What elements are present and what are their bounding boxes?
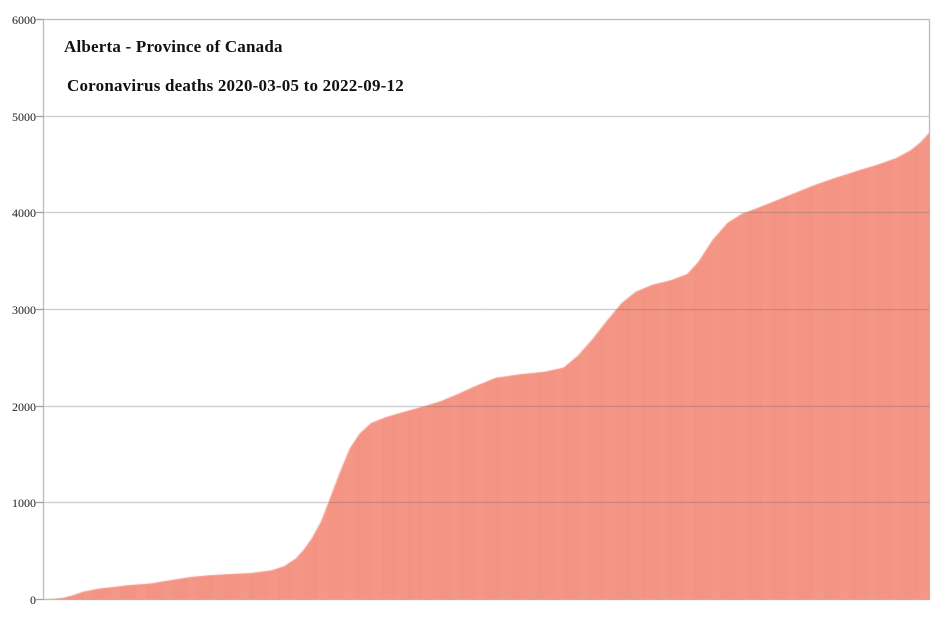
y-tick-label: 3000 <box>12 302 36 317</box>
y-tick-label: 2000 <box>12 399 36 414</box>
y-tick-label: 1000 <box>12 495 36 510</box>
chart-subtitle: Coronavirus deaths 2020-03-05 to 2022-09… <box>67 76 404 95</box>
y-tick-label: 4000 <box>12 205 36 220</box>
y-tick-label: 0 <box>30 592 36 607</box>
y-tick-label: 5000 <box>12 109 36 124</box>
chart-title: Alberta - Province of Canada <box>64 37 283 56</box>
y-tick-label: 6000 <box>12 12 36 27</box>
y-axis: 0 1000 2000 3000 4000 5000 6000 <box>0 0 38 622</box>
